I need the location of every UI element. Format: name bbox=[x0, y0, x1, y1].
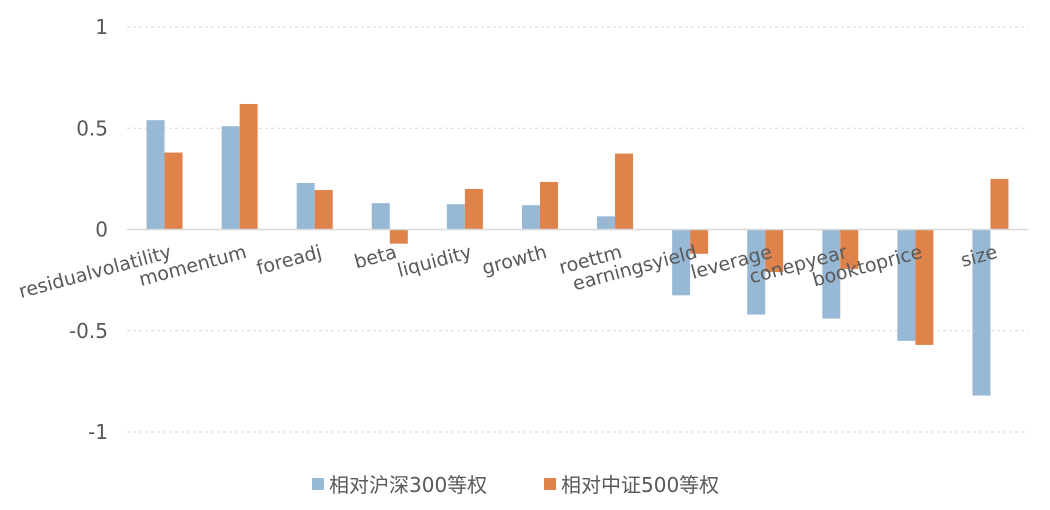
y-axis-tick-labels: 1 0.5 0 -0.5 -1 bbox=[69, 15, 108, 444]
bar-zz500-beta bbox=[389, 229, 408, 244]
legend-swatch-zz500 bbox=[544, 478, 556, 490]
bar-zz500-residualvolatility bbox=[164, 152, 183, 230]
bar-hs300-size bbox=[972, 229, 991, 396]
bar-hs300-foreadj bbox=[296, 182, 315, 230]
bar-zz500-conepyear bbox=[840, 229, 859, 269]
bar-hs300-leverage bbox=[747, 229, 766, 315]
x-tick-label-beta: beta bbox=[352, 241, 399, 273]
bar-hs300-liquidity bbox=[446, 204, 465, 230]
bar-zz500-roettm bbox=[615, 153, 634, 230]
x-tick-label-growth: growth bbox=[480, 241, 550, 279]
bars bbox=[146, 103, 1009, 396]
bar-hs300-conepyear bbox=[822, 229, 841, 319]
gridlines bbox=[127, 26, 1028, 433]
legend-label-hs300: 相对沪深300等权 bbox=[329, 473, 487, 497]
bar-hs300-momentum bbox=[221, 126, 240, 230]
legend: 相对沪深300等权 相对中证500等权 bbox=[312, 473, 719, 497]
bar-hs300-growth bbox=[521, 205, 540, 230]
bar-hs300-earningsyield bbox=[672, 229, 691, 296]
bar-zz500-booktoprice bbox=[915, 229, 934, 345]
bar-hs300-beta bbox=[371, 203, 390, 230]
bar-zz500-momentum bbox=[239, 103, 258, 230]
y-tick-label: -1 bbox=[88, 420, 108, 444]
y-tick-label: -0.5 bbox=[69, 319, 108, 343]
y-tick-label: 0 bbox=[95, 218, 108, 242]
bar-zz500-earningsyield bbox=[690, 229, 709, 254]
bar-zz500-liquidity bbox=[464, 189, 483, 230]
y-tick-label: 0.5 bbox=[76, 116, 108, 140]
legend-swatch-hs300 bbox=[312, 478, 324, 490]
y-tick-label: 1 bbox=[95, 15, 108, 39]
bar-zz500-foreadj bbox=[314, 190, 333, 230]
x-tick-label-size: size bbox=[958, 241, 999, 272]
bar-hs300-residualvolatility bbox=[146, 120, 165, 230]
x-tick-label-liquidity: liquidity bbox=[395, 241, 474, 282]
bar-zz500-size bbox=[990, 178, 1009, 230]
bar-zz500-growth bbox=[539, 181, 558, 230]
x-tick-label-foreadj: foreadj bbox=[254, 241, 324, 279]
bar-hs300-booktoprice bbox=[897, 229, 916, 341]
bar-hs300-roettm bbox=[597, 216, 616, 230]
legend-label-zz500: 相对中证500等权 bbox=[561, 473, 719, 497]
bar-zz500-leverage bbox=[765, 229, 784, 273]
